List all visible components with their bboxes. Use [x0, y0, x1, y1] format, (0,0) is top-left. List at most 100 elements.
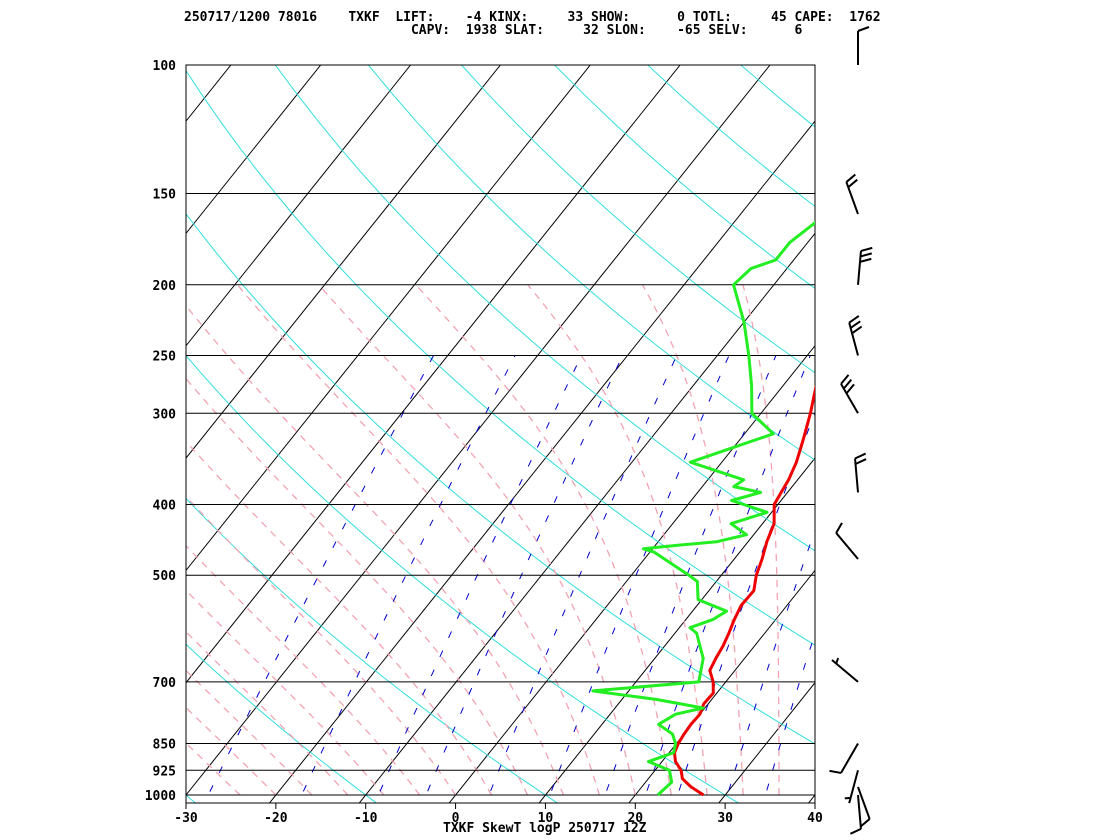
- dry-adiabat-line: [186, 497, 559, 803]
- isotherm-line: [186, 65, 591, 572]
- dry-adiabat-line: [186, 794, 197, 803]
- isotherm-line: [628, 569, 815, 803]
- wind-barb: [840, 374, 859, 414]
- wind-barb: [831, 657, 859, 683]
- temperature-tick-label: -30: [174, 811, 198, 826]
- pressure-tick-label: 850: [153, 737, 177, 752]
- wind-barb-flag: [847, 178, 858, 188]
- wind-barb-flag: [859, 257, 872, 263]
- dry-adiabat-line: [186, 69, 815, 646]
- temperature-tick-label: 20: [627, 811, 643, 826]
- background-lines: [0, 65, 815, 811]
- temperature-tick-label: 10: [538, 811, 554, 826]
- pressure-tick-label: 400: [153, 499, 177, 514]
- wind-barb: [845, 173, 859, 215]
- wind-barb-flag: [857, 26, 870, 32]
- isotherm-line: [186, 65, 322, 235]
- wind-barb-flag: [840, 374, 850, 385]
- mixing-ratio-line: [374, 355, 582, 803]
- pressure-gridlines: [186, 64, 815, 796]
- wind-barb: [835, 522, 859, 560]
- wind-barb-flag: [854, 452, 867, 460]
- temperature-tick-labels: -30 -20 -10 0 10 20 30 40: [174, 811, 823, 826]
- dry-adiabat-line: [461, 65, 815, 374]
- isotherm-line: [718, 681, 815, 803]
- isotherm-line: [0, 65, 51, 811]
- temperature-trace: [673, 384, 815, 797]
- wind-barb-shaft: [848, 770, 859, 804]
- wind-barb-shaft: [854, 458, 859, 493]
- dry-adiabat-line: [368, 65, 815, 461]
- moist-adiabat-line: [186, 495, 457, 796]
- moist-adiabat-line: [318, 284, 636, 796]
- dry-adiabat-line: [186, 213, 815, 745]
- wind-barb-flag: [860, 818, 871, 828]
- temperature-tick-label: -20: [264, 811, 288, 826]
- dewpoint-trace: [591, 220, 815, 797]
- wind-barb-flag: [851, 325, 863, 335]
- dry-adiabat-line: [186, 354, 740, 803]
- pressure-tick-label: 200: [153, 279, 177, 294]
- wind-barb-shaft: [831, 659, 859, 683]
- dry-adiabat-line: [274, 65, 815, 552]
- temperature-tick-label: 40: [807, 811, 823, 826]
- temperature-tick-label: 0: [452, 811, 460, 826]
- isotherm-line: [186, 65, 501, 459]
- wind-barb-flag: [850, 320, 861, 329]
- wind-barb-shaft: [857, 786, 871, 820]
- wind-barb: [854, 452, 867, 493]
- wind-barb: [857, 246, 873, 285]
- pressure-tick-label: 500: [153, 569, 177, 584]
- wind-barb-flag: [845, 383, 855, 395]
- dry-adiabat-line: [186, 643, 378, 803]
- isotherm-line: [268, 120, 815, 803]
- wind-barb-flag: [845, 173, 856, 183]
- isotherm-line: [186, 65, 232, 122]
- pressure-tick-label: 925: [153, 764, 176, 779]
- wind-barb-flag: [829, 769, 842, 774]
- pressure-tick-labels: 100 150 200 250 300 400 500 700 850 925 1000: [145, 59, 176, 804]
- moist-adiabat-line: [237, 284, 600, 796]
- mixing-ratio-line: [642, 355, 811, 803]
- moist-adiabat-line: [415, 284, 672, 796]
- isotherm-line: [186, 65, 681, 684]
- moist-adiabat-line: [641, 284, 744, 796]
- wind-barb-shaft: [845, 181, 859, 215]
- isotherm-line: [0, 65, 141, 811]
- isotherm-line: [186, 65, 411, 347]
- mixing-ratio-line: [674, 411, 815, 803]
- mixing-ratio-line: [422, 355, 624, 803]
- moist-adiabat-line: [186, 544, 421, 796]
- sounding-summary-line-1: 250717/1200 78016 TXKF LIFT: -4 KINX: 33…: [184, 10, 881, 25]
- plot-frame: [185, 64, 816, 809]
- mixing-ratio-line: [203, 355, 434, 803]
- moist-adiabat-line: [186, 742, 241, 796]
- pressure-tick-label: 100: [153, 59, 177, 74]
- mixing-ratio-line: [762, 632, 815, 803]
- pressure-tick-label: 1000: [145, 789, 176, 804]
- wind-barb-flag: [842, 379, 853, 390]
- dry-adiabat-line: [740, 65, 815, 128]
- wind-barb-flag: [849, 827, 862, 835]
- moist-adiabat-line: [186, 440, 493, 796]
- mixing-ratio-line: [724, 528, 815, 803]
- pressure-tick-label: 700: [153, 676, 177, 691]
- wind-barbs: [829, 26, 873, 835]
- wind-barb: [829, 743, 859, 774]
- moist-adiabat-line: [186, 589, 385, 796]
- pressure-tick-label: 150: [153, 188, 177, 203]
- moist-adiabat-line: [186, 304, 565, 796]
- wind-barb-half-flag: [835, 657, 840, 664]
- wind-barb: [857, 786, 871, 828]
- pressure-tick-label: 300: [153, 407, 177, 422]
- wind-barb: [848, 315, 863, 356]
- wind-barb: [857, 26, 870, 65]
- isotherm-line: [186, 65, 771, 796]
- isotherm-line: [538, 457, 815, 803]
- wind-barb-flag: [860, 246, 873, 252]
- dry-adiabat-line: [647, 65, 815, 208]
- mixing-ratio-line: [485, 355, 678, 803]
- mixing-ratio-line: [546, 355, 730, 803]
- wind-barb-shaft: [857, 250, 862, 285]
- isotherm-line: [807, 794, 815, 803]
